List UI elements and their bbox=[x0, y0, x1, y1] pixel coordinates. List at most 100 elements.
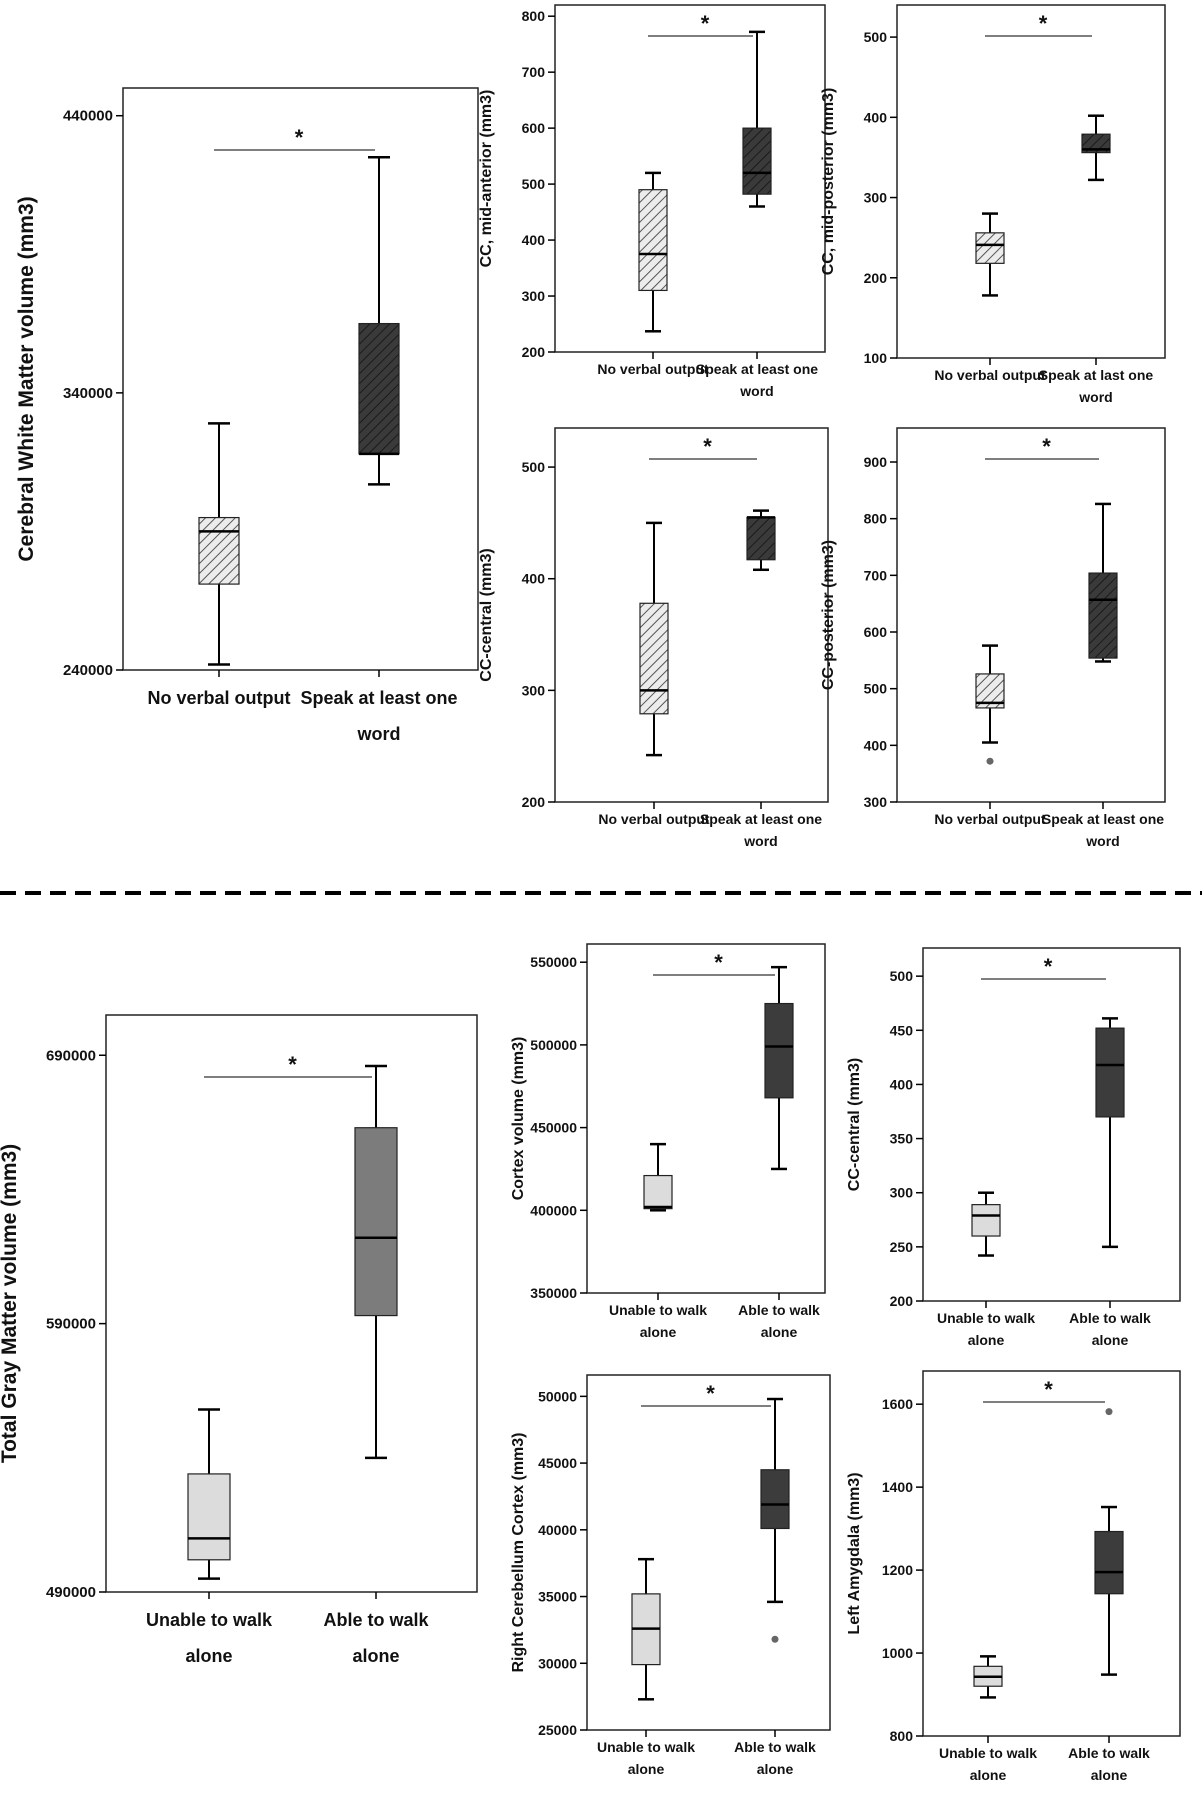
y-axis-label: CC-central (mm3) bbox=[846, 1058, 863, 1191]
plot-frame bbox=[554, 427, 829, 803]
y-tick-label: 1000 bbox=[882, 1645, 913, 1661]
iqr-box bbox=[1094, 1530, 1124, 1595]
iqr-box bbox=[643, 1174, 673, 1210]
y-tick-label: 30000 bbox=[538, 1655, 577, 1671]
box bbox=[639, 521, 669, 757]
iqr-box bbox=[198, 516, 240, 585]
y-tick-label: 1400 bbox=[882, 1479, 913, 1495]
iqr-box bbox=[971, 1204, 1001, 1237]
iqr-box bbox=[354, 1127, 398, 1317]
plot-frame bbox=[586, 943, 826, 1294]
significance-star: * bbox=[295, 125, 304, 150]
x-category-label: Speak at last one word bbox=[1039, 367, 1154, 405]
significance-star: * bbox=[1044, 1377, 1053, 1402]
box bbox=[198, 422, 240, 666]
box bbox=[354, 1064, 398, 1460]
y-tick-label: 300 bbox=[864, 794, 888, 810]
y-tick-label: 600 bbox=[864, 624, 888, 640]
y-tick-label: 450 bbox=[890, 1022, 914, 1038]
y-axis-label: Cortex volume (mm3) bbox=[510, 1037, 527, 1201]
iqr-box bbox=[1095, 1027, 1125, 1118]
iqr-box bbox=[764, 1002, 794, 1099]
y-tick-label: 440000 bbox=[63, 108, 113, 125]
y-axis-label: CC-posterior (mm3) bbox=[820, 540, 837, 690]
y-tick-label: 550000 bbox=[530, 954, 577, 970]
box-plot-panel: 350000 400000 450000 500000 550000 Cortex vol… bbox=[510, 943, 826, 1340]
y-axis-label: Cerebral White Matter volume (mm3) bbox=[15, 196, 38, 561]
x-category-label: Speak at least one word bbox=[1042, 811, 1164, 849]
y-tick-label: 200 bbox=[890, 1293, 914, 1309]
y-tick-label: 800 bbox=[522, 8, 546, 24]
box bbox=[1088, 502, 1118, 663]
plot-frame bbox=[554, 4, 826, 353]
box-plot-panel: 800 1000 1200 1400 1600 Left Amygdala (mm3) Un… bbox=[846, 1370, 1181, 1783]
iqr-box bbox=[187, 1473, 231, 1561]
box bbox=[1095, 1017, 1125, 1249]
y-tick-label: 250 bbox=[890, 1239, 914, 1255]
x-category-label: Able to walk alone bbox=[1068, 1745, 1150, 1783]
iqr-box bbox=[638, 189, 668, 292]
box-plot-panel: 300 400 500 600 700 800 900 CC-posterior (mm3) N… bbox=[820, 427, 1166, 849]
y-tick-label: 900 bbox=[864, 454, 888, 470]
x-category-label: Unable to walk alone bbox=[146, 1610, 273, 1666]
x-category-label: No verbal output bbox=[597, 361, 709, 377]
y-tick-label: 40000 bbox=[538, 1522, 577, 1538]
y-tick-label: 35000 bbox=[538, 1589, 577, 1605]
y-tick-label: 800 bbox=[864, 511, 888, 527]
y-tick-label: 240000 bbox=[63, 662, 113, 679]
significance-star: * bbox=[1044, 954, 1053, 979]
box bbox=[746, 509, 776, 572]
box bbox=[760, 1397, 790, 1643]
y-tick-label: 300 bbox=[890, 1185, 914, 1201]
y-tick-label: 500000 bbox=[530, 1037, 577, 1053]
iqr-box bbox=[746, 516, 776, 561]
y-tick-label: 500 bbox=[864, 681, 888, 697]
y-tick-label: 400 bbox=[864, 109, 888, 125]
y-tick-label: 300 bbox=[522, 682, 546, 698]
significance-star: * bbox=[714, 950, 723, 975]
x-category-label: Speak at least one word bbox=[300, 688, 457, 744]
y-axis-label: Total Gray Matter volume (mm3) bbox=[0, 1144, 21, 1463]
y-tick-label: 350 bbox=[890, 1131, 914, 1147]
y-tick-label: 1200 bbox=[882, 1562, 913, 1578]
y-axis-label: Left Amygdala (mm3) bbox=[846, 1472, 863, 1634]
x-category-label: No verbal output bbox=[934, 811, 1046, 827]
x-category-label: No verbal output bbox=[598, 811, 710, 827]
y-axis-label: CC, mid-posterior (mm3) bbox=[820, 88, 837, 276]
y-tick-label: 400 bbox=[890, 1076, 914, 1092]
x-category-label: Speak at least one word bbox=[700, 811, 822, 849]
significance-star: * bbox=[703, 434, 712, 459]
plot-frame bbox=[922, 947, 1181, 1302]
panels: 240000 340000 440000 Cerebral White Matter … bbox=[0, 4, 1181, 1783]
box bbox=[643, 1142, 673, 1212]
y-tick-label: 400 bbox=[864, 737, 888, 753]
y-tick-label: 340000 bbox=[63, 385, 113, 402]
y-tick-label: 400 bbox=[522, 232, 546, 248]
iqr-box bbox=[639, 602, 669, 715]
box bbox=[1094, 1408, 1124, 1676]
x-category-label: Able to walk alone bbox=[734, 1739, 816, 1777]
y-axis-label: Right Cerebellum Cortex (mm3) bbox=[510, 1432, 527, 1672]
significance-star: * bbox=[706, 1381, 715, 1406]
iqr-box bbox=[1081, 133, 1111, 154]
y-tick-label: 300 bbox=[864, 190, 888, 206]
box-plot-panel: 100 200 300 400 500 CC, mid-posterior (mm3) No… bbox=[820, 4, 1166, 405]
box bbox=[742, 30, 772, 208]
iqr-box bbox=[760, 1469, 790, 1530]
plot-frame bbox=[586, 1374, 831, 1731]
y-tick-label: 500 bbox=[522, 459, 546, 475]
box bbox=[631, 1557, 661, 1701]
y-tick-label: 400000 bbox=[530, 1202, 577, 1218]
plot-frame bbox=[122, 87, 479, 671]
box bbox=[187, 1408, 231, 1580]
significance-star: * bbox=[1039, 11, 1048, 36]
y-tick-label: 200 bbox=[864, 270, 888, 286]
iqr-box bbox=[975, 232, 1005, 264]
plot-frame bbox=[896, 4, 1166, 359]
x-category-label: Unable to walk alone bbox=[609, 1302, 707, 1340]
y-tick-label: 500 bbox=[522, 176, 546, 192]
significance-star: * bbox=[1042, 434, 1051, 459]
y-tick-label: 45000 bbox=[538, 1455, 577, 1471]
significance-star: * bbox=[701, 11, 710, 36]
plot-frame bbox=[922, 1370, 1181, 1737]
